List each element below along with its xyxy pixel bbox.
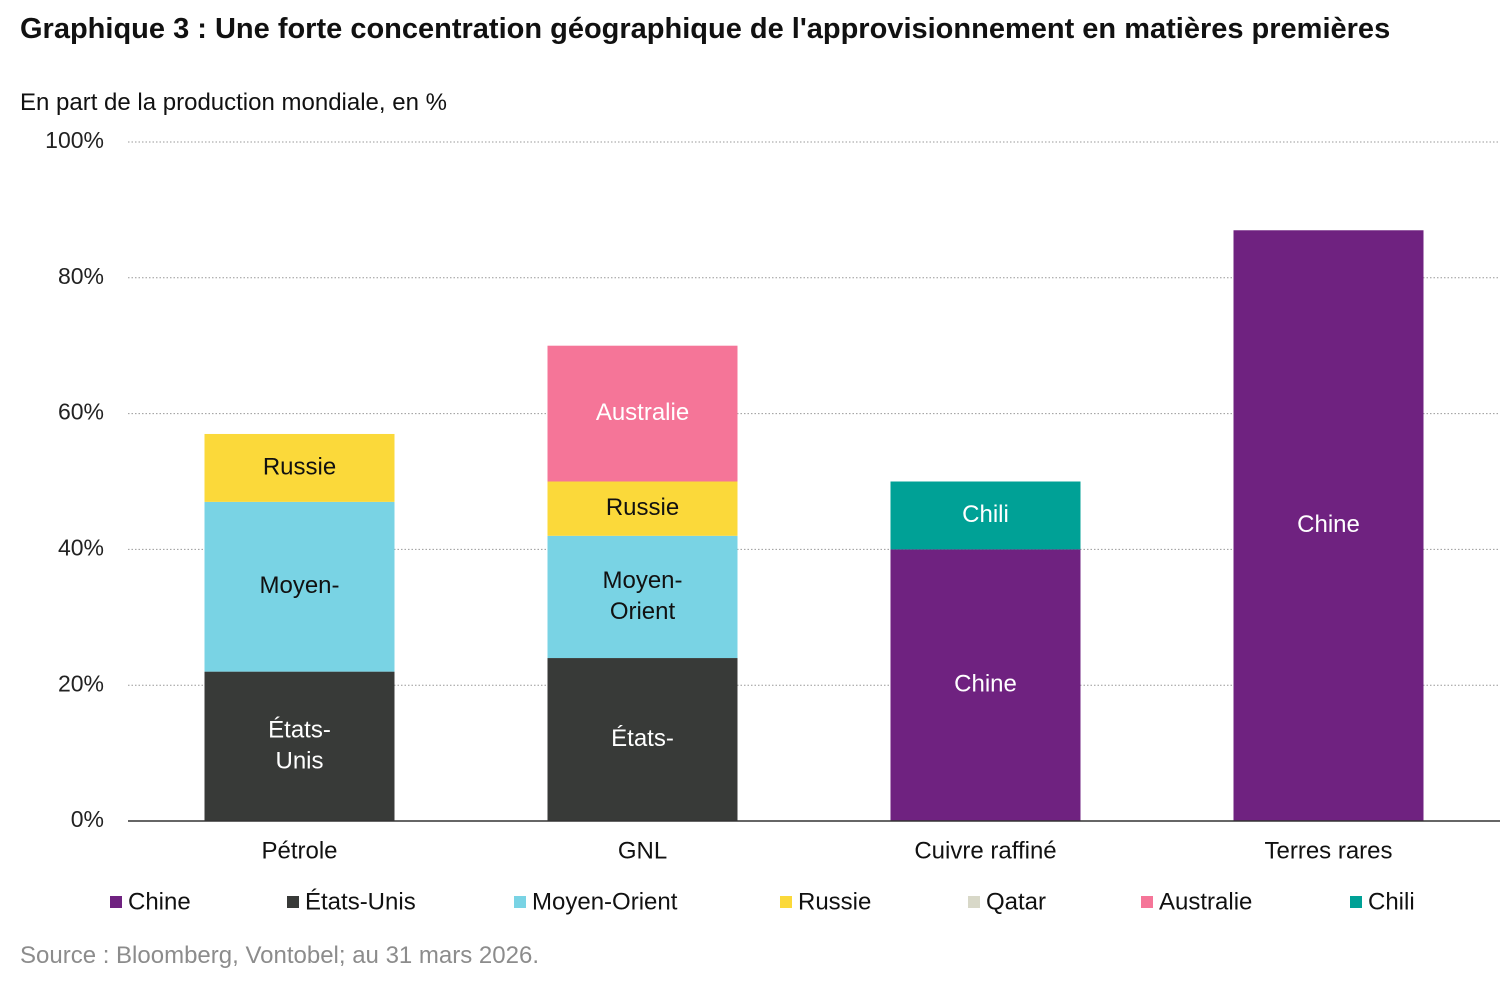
chart-title: Graphique 3 : Une forte concentration gé… (20, 13, 1391, 45)
legend-swatch (1141, 896, 1153, 908)
y-tick-label: 20% (58, 670, 104, 696)
bar-segment (890, 481, 1081, 550)
segment-label: Russie (606, 494, 679, 521)
bar-segment (547, 658, 738, 821)
legend-label: Australie (1159, 888, 1252, 915)
segment-label: Chine (1297, 511, 1360, 538)
legend-label: Chili (1368, 888, 1415, 915)
segment-label: Russie (263, 453, 336, 480)
bar-segment (890, 549, 1081, 821)
x-tick-label: Cuivre raffiné (914, 837, 1056, 864)
legend-swatch (968, 896, 980, 908)
bar-segment (547, 345, 738, 482)
y-tick-label: 0% (71, 806, 104, 832)
y-tick-label: 80% (58, 263, 104, 289)
chart-subtitle: En part de la production mondiale, en % (20, 89, 447, 116)
y-tick-label: 60% (58, 399, 104, 425)
legend-label: Moyen-Orient (532, 888, 678, 915)
legend-label: Russie (798, 888, 871, 915)
legend-swatch (287, 896, 299, 908)
x-tick-label: Pétrole (261, 837, 337, 864)
segment-label: Chili (962, 501, 1009, 528)
bar-segment (547, 535, 738, 659)
x-tick-label: Terres rares (1264, 837, 1392, 864)
source-note: Source : Bloomberg, Vontobel; au 31 mars… (20, 942, 539, 969)
bar-segment (204, 501, 395, 672)
segment-label: États-Unis (268, 717, 331, 775)
segment-label: Australie (596, 399, 689, 426)
segment-label: Chine (954, 671, 1017, 698)
bar-segment (204, 433, 395, 502)
x-tick-label: GNL (618, 837, 667, 864)
segment-label: Moyen- (259, 572, 339, 599)
legend-label: Qatar (986, 888, 1046, 915)
legend-label: Chine (128, 888, 191, 915)
legend-swatch (1350, 896, 1362, 908)
legend-swatch (110, 896, 122, 908)
y-tick-label: 40% (58, 534, 104, 560)
chart: 0% 20% 40% 60% 80% 100% Pétrole États-Unis Moyen… (45, 127, 1500, 915)
legend-swatch (780, 896, 792, 908)
segment-label: Moyen-Orient (602, 567, 682, 625)
bar-segment (547, 481, 738, 536)
bar-segment (204, 671, 395, 821)
bar-segment (1233, 230, 1424, 821)
legend-label: États-Unis (305, 888, 416, 915)
segment-label: États- (611, 725, 674, 752)
legend-swatch (514, 896, 526, 908)
y-tick-label: 100% (45, 127, 104, 153)
